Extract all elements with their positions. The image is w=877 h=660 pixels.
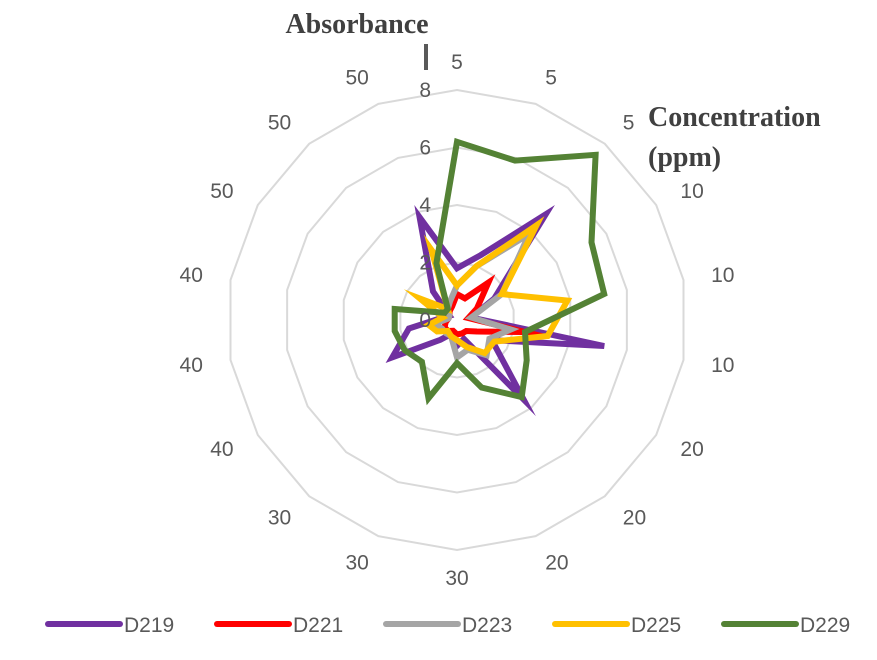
category-label: 5 — [623, 111, 635, 134]
grid-ring-4 — [342, 203, 572, 437]
legend-label: D229 — [800, 614, 850, 637]
radial-tick-label: 0 — [419, 309, 431, 332]
category-label: 40 — [180, 264, 203, 287]
radial-tick-label: 8 — [419, 79, 431, 102]
radial-tick-label: 2 — [419, 252, 431, 275]
radial-tick-label: 4 — [419, 194, 431, 217]
radial-tick-label: 6 — [419, 137, 431, 160]
category-label: 50 — [345, 67, 368, 90]
category-label: 10 — [680, 180, 703, 203]
legend-label: D223 — [462, 614, 512, 637]
legend-label: D219 — [124, 614, 174, 637]
category-axis-title-line2: (ppm) — [648, 142, 721, 173]
grid-ring-8 — [229, 88, 685, 552]
category-label: 30 — [268, 507, 291, 530]
category-label: 10 — [711, 264, 734, 287]
legend-label: D225 — [631, 614, 681, 637]
legend-label: D221 — [293, 614, 343, 637]
category-label: 5 — [451, 51, 463, 74]
category-axis-title-line1: Concentration — [648, 102, 821, 133]
category-label: 50 — [268, 111, 291, 134]
category-label: 20 — [545, 551, 568, 574]
category-label: 30 — [345, 551, 368, 574]
radial-axis-title-marker — [424, 44, 428, 70]
category-label: 20 — [623, 507, 646, 530]
category-label: 5 — [545, 67, 557, 90]
radial-axis-title: Absorbance — [285, 9, 428, 40]
grid-ring-6 — [286, 146, 628, 494]
category-label: 10 — [711, 354, 734, 377]
category-label: 20 — [680, 438, 703, 461]
series-d225 — [403, 216, 573, 357]
radial-tick-labels: 0 2 4 6 8 — [419, 79, 431, 332]
category-label: 40 — [180, 354, 203, 377]
series-d229 — [391, 137, 608, 406]
category-label: 30 — [445, 567, 468, 590]
series-lines — [385, 137, 608, 417]
legend: D219 D221 D223 D225 D229 — [45, 614, 850, 637]
category-label: 40 — [210, 438, 233, 461]
category-label: 50 — [210, 180, 233, 203]
